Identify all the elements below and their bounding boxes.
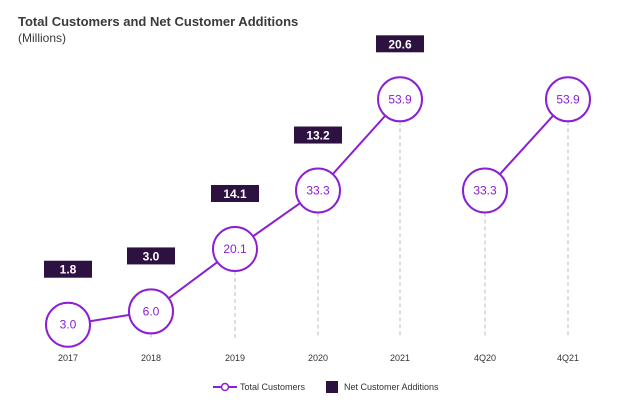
net-additions-box-bg [376,35,424,53]
net-additions-value: 1.8 [60,263,77,277]
data-point-circle [295,167,341,214]
data-point-circle [212,225,258,272]
legend-item-total-customers: Total Customers [213,382,306,392]
net-additions-box-2019: 14.1 [211,184,259,202]
total-customers-value: 6.0 [143,304,160,318]
x-tick-label: 4Q20 [474,353,496,363]
total-customers-point-4q21: 53.9 [545,76,591,123]
data-point-circle [462,167,508,214]
net-additions-value: 13.2 [306,129,330,143]
total-customers-point-2017: 3.0 [45,301,91,348]
net-additions-box-2020: 13.2 [294,126,342,144]
legend: Total Customers Net Customer Additions [213,381,439,393]
data-point-circle [545,76,591,123]
net-additions-value: 14.1 [223,187,247,201]
total-customers-value: 3.0 [60,318,77,332]
legend-label: Total Customers [240,382,306,392]
x-tick-label: 2021 [390,353,410,363]
total-customers-point-4q20: 33.3 [462,167,508,214]
net-additions-box-bg [211,184,259,202]
legend-circle-swatch [220,382,230,392]
x-tick-label: 4Q21 [557,353,579,363]
legend-box-swatch [326,381,338,393]
total-customers-line-1 [67,98,401,326]
net-additions-box-2021: 20.6 [376,35,424,53]
net-additions-value: 3.0 [143,249,160,263]
total-customers-point-2021: 53.9 [377,76,423,123]
net-additions-box-2017: 1.8 [44,260,92,278]
data-point-circle [128,288,174,335]
net-additions-box-2018: 3.0 [127,247,175,265]
total-customers-point-2020: 33.3 [295,167,341,214]
net-additions-value: 20.6 [388,37,412,51]
legend-label: Net Customer Additions [344,382,439,392]
data-point-circle [45,301,91,348]
chart-title: Total Customers and Net Customer Additio… [18,14,299,29]
total-customers-point-2018: 6.0 [128,288,174,335]
legend-item-net-customer-additions: Net Customer Additions [326,381,439,393]
x-tick-label: 2020 [308,353,328,363]
net-additions-box-bg [127,247,175,265]
total-customers-point-2019: 20.1 [212,225,258,272]
chart-subtitle: (Millions) [18,31,66,45]
x-tick-label: 2017 [58,353,78,363]
net-additions-box-bg [44,260,92,278]
total-customers-value: 33.3 [473,184,497,198]
x-tick-label: 2019 [225,353,245,363]
net-additions-box-bg [294,126,342,144]
total-customers-value: 20.1 [223,242,247,256]
total-customers-value: 53.9 [388,92,412,106]
data-point-circle [377,76,423,123]
x-tick-label: 2018 [141,353,161,363]
total-customers-value: 53.9 [556,92,580,106]
total-customers-value: 33.3 [306,184,330,198]
